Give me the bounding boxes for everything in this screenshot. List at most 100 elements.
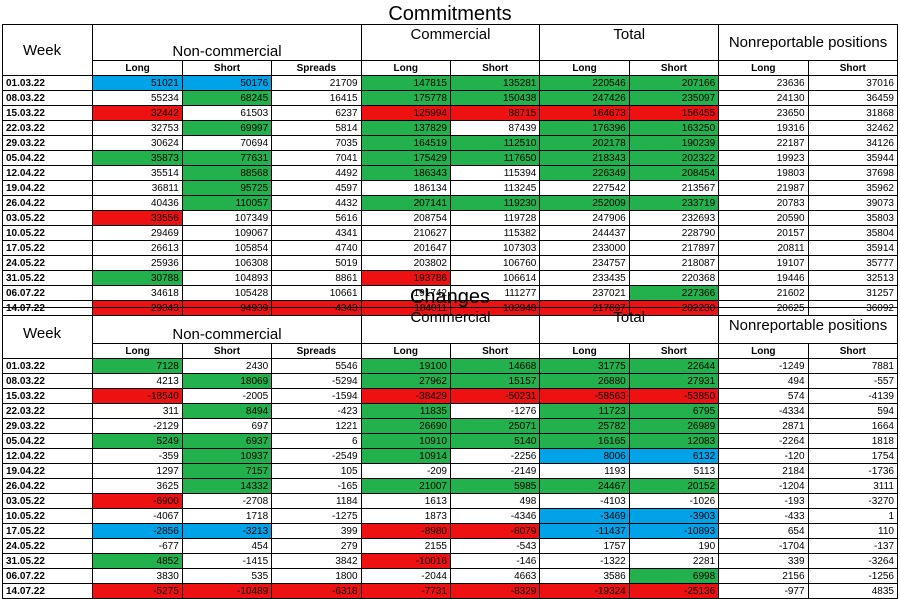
value-cell: 279 [271, 538, 362, 554]
value-cell: -543 [449, 538, 541, 554]
value-cell: -433 [718, 508, 809, 524]
week-cell: 10.05.22 [1, 225, 94, 241]
week-cell: 12.04.22 [1, 448, 94, 464]
table-row: 01.03.22 51021 50176 21709 147815 135281 22054… [1, 75, 899, 91]
value-cell: 30624 [92, 135, 183, 151]
value-cell: 12083 [628, 433, 720, 449]
value-cell: 88568 [181, 165, 273, 181]
value-cell: 1800 [271, 568, 362, 584]
value-cell: 22187 [718, 135, 809, 151]
value-cell: 399 [271, 523, 362, 539]
value-cell: -5275 [92, 583, 183, 599]
value-cell: 2281 [628, 553, 720, 569]
table-row: 15.03.22 -18540 -2005 -1594 -38429 -50231 -585… [1, 388, 899, 404]
value-cell: 228790 [628, 225, 720, 241]
value-cell: -977 [718, 583, 809, 599]
value-cell: 2155 [360, 538, 451, 554]
value-cell: 40436 [92, 195, 183, 211]
value-cell: -1249 [718, 358, 809, 374]
value-cell: 115394 [449, 165, 541, 181]
table-row: 01.03.22 7128 2430 5546 19100 14668 31775 22644… [1, 358, 899, 374]
value-cell: 26690 [360, 418, 451, 434]
value-cell: 7881 [807, 358, 899, 374]
value-cell: 70694 [181, 135, 273, 151]
value-cell: 190 [628, 538, 720, 554]
week-cell: 01.03.22 [1, 358, 94, 374]
value-cell: 5249 [92, 433, 183, 449]
value-cell: 3830 [92, 568, 183, 584]
table-row: 05.04.22 5249 6937 6 10910 5140 16165 12083 -226… [1, 433, 899, 449]
value-cell: 11835 [360, 403, 451, 419]
value-cell: 19100 [360, 358, 451, 374]
week-cell: 24.05.22 [1, 538, 94, 554]
value-cell: 95725 [181, 180, 273, 196]
value-cell: 125994 [360, 105, 451, 121]
value-cell: -2264 [718, 433, 809, 449]
changes-table: Week Non-commercial Commercial Total Nonrepo… [1, 307, 899, 599]
week-cell: 29.03.22 [1, 418, 94, 434]
value-cell: -4334 [718, 403, 809, 419]
value-cell: 4740 [271, 240, 362, 256]
column-header: Short [449, 343, 541, 359]
value-cell: 39073 [807, 195, 899, 211]
value-cell: 244437 [539, 225, 630, 241]
value-cell: 26613 [92, 240, 183, 256]
value-cell: 26880 [539, 373, 630, 389]
value-cell: -2708 [181, 493, 273, 509]
table-row: 22.03.22 32753 69997 5814 137829 87439 176396 1… [1, 120, 899, 136]
value-cell: 654 [718, 523, 809, 539]
value-cell: 6132 [628, 448, 720, 464]
value-cell: 494 [718, 373, 809, 389]
nonreportable-header: Nonreportable positions [718, 307, 898, 344]
value-cell: -25136 [628, 583, 720, 599]
value-cell: 247906 [539, 210, 630, 226]
table-row: 24.05.22 25936 106308 5019 203802 106760 23475… [1, 255, 899, 271]
week-cell: 14.07.22 [1, 583, 94, 599]
value-cell: 2430 [181, 358, 273, 374]
value-cell: -193 [718, 493, 809, 509]
value-cell: -50231 [449, 388, 541, 404]
value-cell: 176396 [539, 120, 630, 136]
week-cell: 15.03.22 [1, 105, 94, 121]
value-cell: 19803 [718, 165, 809, 181]
value-cell: 175429 [360, 150, 451, 166]
value-cell: -2129 [92, 418, 183, 434]
value-cell: 16165 [539, 433, 630, 449]
week-cell: 29.03.22 [1, 135, 94, 151]
value-cell: 23636 [718, 75, 809, 91]
week-cell: 01.03.22 [1, 75, 94, 91]
commitments-title: Commitments [388, 3, 512, 25]
commercial-header: Commercial [360, 24, 541, 61]
value-cell: 20157 [718, 225, 809, 241]
non-commercial-header: Non-commercial [92, 24, 362, 61]
value-cell: -3270 [807, 493, 899, 509]
value-cell: 234757 [539, 255, 630, 271]
value-cell: 247426 [539, 90, 630, 106]
value-cell: 31868 [807, 105, 899, 121]
value-cell: 5985 [449, 478, 541, 494]
value-cell: 20152 [628, 478, 720, 494]
table-row: 17.05.22 -2856 -3213 399 -8980 -8079 -11437 -10… [1, 523, 899, 539]
value-cell: -146 [449, 553, 541, 569]
value-cell: 23650 [718, 105, 809, 121]
value-cell: -677 [92, 538, 183, 554]
commitments-table: Week Non-commercial Commercial Total Nonrepo… [1, 24, 899, 316]
value-cell: 33556 [92, 210, 183, 226]
value-cell: 164519 [360, 135, 451, 151]
table-row: 10.05.22 29469 109067 4341 210627 115382 24443… [1, 225, 899, 241]
week-cell: 15.03.22 [1, 388, 94, 404]
value-cell: 110 [807, 523, 899, 539]
week-cell: 03.05.22 [1, 210, 94, 226]
total-header: Total [539, 24, 720, 61]
value-cell: 35777 [807, 255, 899, 271]
value-cell: 119728 [449, 210, 541, 226]
value-cell: -2044 [360, 568, 451, 584]
column-header: Long [718, 60, 809, 76]
value-cell: 697 [181, 418, 273, 434]
column-header-row: Long Short Spreads Long Short Long Short Long Sh… [3, 343, 899, 359]
value-cell: 35804 [807, 225, 899, 241]
value-cell: 535 [181, 568, 273, 584]
value-cell: 207141 [360, 195, 451, 211]
table-row: 08.03.22 4213 18069 -5294 27962 15157 26880 279… [1, 373, 899, 389]
value-cell: -11437 [539, 523, 630, 539]
